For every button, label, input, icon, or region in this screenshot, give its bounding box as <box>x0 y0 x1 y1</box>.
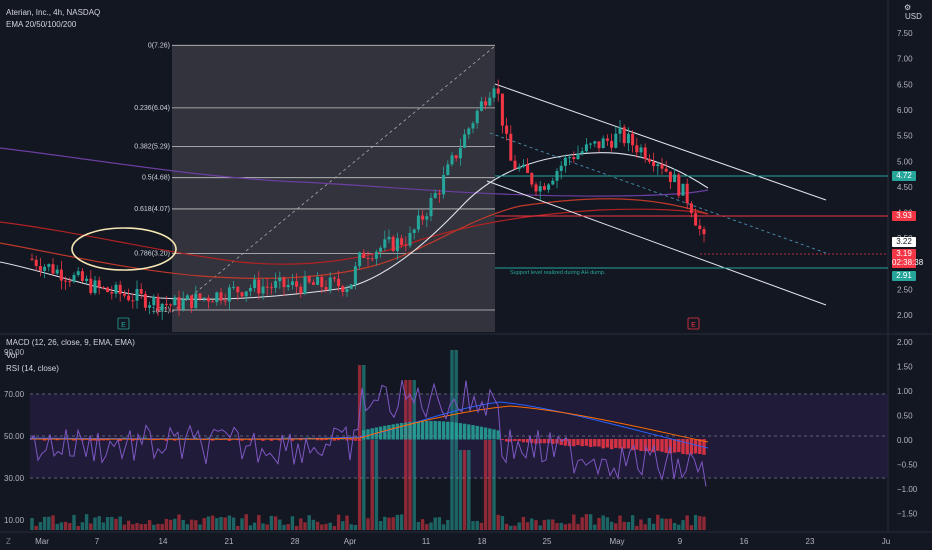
time-tick: May <box>609 537 624 546</box>
symbol-title: Aterian, Inc., 4h, NASDAQ <box>6 8 101 17</box>
price-tick: 7.00 <box>897 55 913 64</box>
time-tick: 7 <box>95 537 100 546</box>
svg-text:E: E <box>121 322 126 329</box>
zoom-label[interactable]: Z <box>6 537 11 546</box>
fib-level-label: 0.5(4.68) <box>142 175 170 182</box>
macd-tick: 0.50 <box>897 412 913 421</box>
fib-trend-line <box>171 45 496 313</box>
time-tick: 11 <box>422 537 431 546</box>
vol-legend: Vol <box>6 351 18 360</box>
rsi-tick: 30.00 <box>4 474 25 483</box>
time-tick: Ju <box>882 537 890 546</box>
earnings-marker-2[interactable]: E <box>687 317 700 330</box>
fib-level-label: 0.618(4.07) <box>134 206 170 213</box>
time-tick: 14 <box>159 537 168 546</box>
price-tick: 2.50 <box>897 286 913 295</box>
currency-label: USD <box>905 12 922 21</box>
time-tick: 23 <box>806 537 815 546</box>
rsi-tick: 90.00 <box>4 348 25 357</box>
time-tick: 18 <box>478 537 487 546</box>
time-tick: 16 <box>740 537 749 546</box>
time-tick: Apr <box>344 537 357 546</box>
macd-tick: 2.00 <box>897 338 913 347</box>
rsi-tick: 70.00 <box>4 390 25 399</box>
time-tick: 28 <box>291 537 300 546</box>
fibonacci-retracement-box[interactable] <box>172 46 495 332</box>
support-annotation[interactable]: Support level realized during AH dump. <box>510 270 606 276</box>
price-tag: 2.91 <box>892 271 916 281</box>
macd-tick: 0.00 <box>897 436 913 445</box>
earnings-marker-1[interactable]: E <box>117 317 130 330</box>
fib-level-label: 0.786(3.20) <box>134 251 170 258</box>
price-tick: 5.00 <box>897 157 913 166</box>
volume-bars <box>30 350 706 530</box>
fib-level-label: 0.382(5.29) <box>134 143 170 150</box>
price-tick: 7.50 <box>897 29 913 38</box>
price-tick: 6.50 <box>897 80 913 89</box>
price-candles <box>30 79 706 320</box>
macd-tick: −0.50 <box>897 461 918 470</box>
time-axis[interactable]: Mar 7 14 21 28 Apr 11 18 25 May 9 16 23 Ju Z <box>6 537 890 546</box>
ema-50-line <box>0 198 709 279</box>
macd-tick: 1.00 <box>897 387 913 396</box>
svg-text:E: E <box>691 322 696 329</box>
time-tick: 21 <box>225 537 234 546</box>
axis-settings-button[interactable]: ⚙ USD <box>904 3 922 22</box>
ema-legend: EMA 20/50/100/200 <box>6 20 77 29</box>
highlight-ellipse[interactable] <box>71 227 177 271</box>
price-tag: 3.19 <box>892 249 916 259</box>
gear-icon: ⚙ <box>904 3 912 12</box>
price-tag: 4.72 <box>892 171 916 181</box>
rsi-line <box>29 379 707 487</box>
price-tick: 6.00 <box>897 106 913 115</box>
rsi-axis[interactable]: 90.00 70.00 50.00 30.00 10.00 <box>4 348 25 525</box>
rsi-tick: 50.00 <box>4 432 25 441</box>
time-tick: Mar <box>35 537 49 546</box>
ema-100-line <box>0 208 709 265</box>
ema-200-line <box>0 147 709 197</box>
macd-tick: 1.50 <box>897 363 913 372</box>
price-tag: 3.22 <box>892 237 916 247</box>
channel-upper-line[interactable] <box>494 83 827 201</box>
fib-level-label: 0(7.26) <box>148 42 170 49</box>
macd-tick: −1.00 <box>897 485 918 494</box>
price-tick: 2.00 <box>897 311 913 320</box>
time-tick: 25 <box>543 537 552 546</box>
macd-histogram <box>30 421 706 455</box>
macd-tick: −1.50 <box>897 510 918 519</box>
price-tag: 3.93 <box>892 211 916 221</box>
macd-legend: MACD (12, 26, close, 9, EMA, EMA) <box>6 338 135 347</box>
channel-lower-line[interactable] <box>486 180 827 306</box>
rsi-legend: RSI (14, close) <box>6 364 59 373</box>
price-tag: 02:38:38 <box>892 258 924 268</box>
rsi-tick: 10.00 <box>4 516 25 525</box>
price-tick: 4.50 <box>897 183 913 192</box>
fib-level-label: 0.236(6.04) <box>134 105 170 112</box>
macd-axis[interactable]: 2.00 1.50 1.00 0.50 0.00 −0.50 −1.00 −1.50 <box>897 338 918 519</box>
time-tick: 9 <box>678 537 683 546</box>
price-tick: 5.50 <box>897 132 913 141</box>
